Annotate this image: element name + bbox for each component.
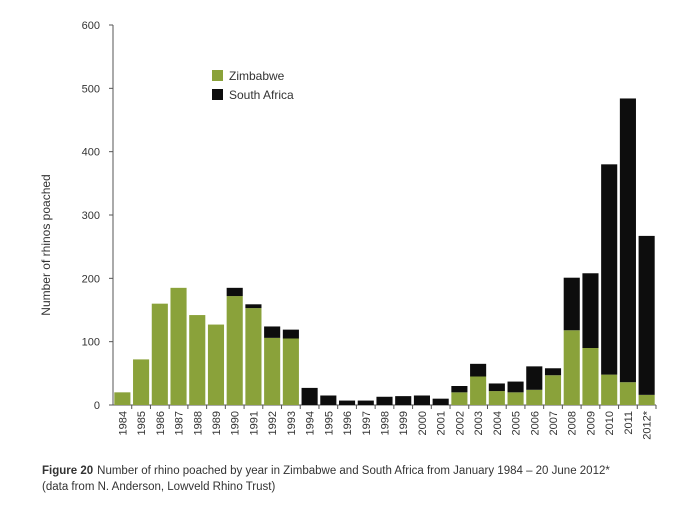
bar-south-africa-2007 bbox=[544, 368, 562, 376]
bar-zimbabwe-1990 bbox=[226, 296, 243, 405]
bar-zimbabwe-2011 bbox=[619, 382, 636, 405]
y-tick-label: 0 bbox=[94, 400, 100, 412]
y-tick-label: 200 bbox=[82, 273, 100, 285]
bar-south-africa-2003 bbox=[470, 363, 487, 377]
bar-south-africa-1992 bbox=[264, 326, 281, 338]
y-tick-label: 600 bbox=[82, 20, 100, 32]
x-tick-label: 1992 bbox=[267, 411, 279, 435]
x-tick-label: 1987 bbox=[174, 411, 186, 435]
bar-zimbabwe-1992 bbox=[264, 337, 281, 405]
bar-south-africa-2011 bbox=[619, 98, 636, 383]
bar-south-africa-2006 bbox=[526, 366, 543, 390]
bar-south-africa-2008 bbox=[563, 277, 580, 331]
x-tick-label: 2006 bbox=[529, 411, 541, 435]
y-tick-label: 500 bbox=[82, 83, 100, 95]
bar-zimbabwe-2010 bbox=[601, 374, 618, 405]
legend-label-zimbabwe: Zimbabwe bbox=[229, 69, 285, 83]
bar-south-africa-2004 bbox=[488, 383, 505, 392]
bar-zimbabwe-1984 bbox=[114, 392, 131, 405]
x-tick-label: 1984 bbox=[117, 411, 129, 435]
bar-south-africa-1997 bbox=[357, 400, 374, 405]
bar-south-africa-1990 bbox=[226, 287, 243, 297]
y-tick-label: 100 bbox=[82, 337, 100, 349]
figure-caption: Figure 20 Number of rhino poached by year… bbox=[42, 463, 667, 495]
bar-south-africa-2002 bbox=[451, 386, 468, 393]
bar-zimbabwe-1989 bbox=[207, 324, 225, 405]
bar-south-africa-1993 bbox=[282, 329, 299, 339]
bar-zimbabwe-2012* bbox=[638, 394, 655, 405]
bar-south-africa-2010 bbox=[601, 164, 618, 375]
bar-zimbabwe-2005 bbox=[507, 392, 524, 405]
x-tick-label: 1988 bbox=[192, 411, 204, 435]
bar-zimbabwe-2004 bbox=[488, 391, 505, 405]
legend-swatch-south-africa bbox=[212, 89, 223, 100]
y-axis-ticks: 0 100 200 300 400 500 600 bbox=[82, 20, 113, 412]
y-axis-label: Number of rhinos poached bbox=[39, 174, 53, 315]
x-tick-label: 2011 bbox=[623, 411, 635, 435]
x-tick-label: 2001 bbox=[436, 411, 448, 435]
x-tick-label: 2000 bbox=[417, 411, 429, 435]
bar-zimbabwe-1986 bbox=[151, 303, 168, 405]
bar-zimbabwe-2009 bbox=[582, 348, 599, 405]
bar-south-africa-2001 bbox=[432, 398, 449, 405]
x-tick-label: 2012* bbox=[642, 410, 654, 439]
bar-zimbabwe-2008 bbox=[563, 330, 580, 405]
x-axis-ticks: 1984 1985 1986 1987 1988 1989 1990 1991 1992 1993… bbox=[117, 405, 657, 440]
x-tick-label: 2003 bbox=[473, 411, 485, 435]
x-tick-label: 1995 bbox=[323, 411, 335, 435]
figure-label: Figure 20 bbox=[42, 465, 94, 477]
bar-south-africa-2012* bbox=[638, 235, 655, 395]
x-tick-label: 1991 bbox=[248, 411, 260, 435]
x-tick-label: 2007 bbox=[548, 411, 560, 435]
caption-text: Number of rhino poached by year in Zimba… bbox=[97, 465, 610, 477]
x-tick-label: 1998 bbox=[380, 411, 392, 435]
bar-zimbabwe-1993 bbox=[282, 338, 299, 405]
legend-swatch-zimbabwe bbox=[212, 70, 223, 81]
bar-south-africa-2000 bbox=[413, 395, 430, 405]
x-tick-label: 2005 bbox=[511, 411, 523, 435]
bar-zimbabwe-2007 bbox=[544, 375, 562, 405]
y-tick-label: 400 bbox=[82, 147, 100, 159]
x-tick-label: 1999 bbox=[398, 411, 410, 435]
bar-south-africa-2005 bbox=[507, 381, 524, 393]
x-tick-label: 1990 bbox=[230, 411, 242, 435]
caption-source: (data from N. Anderson, Lowveld Rhino Tr… bbox=[42, 481, 276, 493]
bar-south-africa-1996 bbox=[339, 400, 356, 405]
x-tick-label: 2009 bbox=[585, 411, 597, 435]
bar-south-africa-2009 bbox=[582, 273, 599, 348]
bar-south-africa-1995 bbox=[320, 395, 337, 405]
x-tick-label: 2002 bbox=[454, 411, 466, 435]
x-tick-label: 1985 bbox=[136, 411, 148, 435]
y-tick-label: 300 bbox=[82, 210, 100, 222]
x-tick-label: 1986 bbox=[155, 411, 167, 435]
legend-label-south-africa: South Africa bbox=[229, 88, 294, 102]
x-tick-label: 1989 bbox=[211, 411, 223, 435]
chart-bars bbox=[114, 98, 655, 405]
x-tick-label: 2008 bbox=[567, 411, 579, 435]
bar-south-africa-1999 bbox=[395, 396, 412, 405]
chart-legend: Zimbabwe South Africa bbox=[212, 69, 294, 102]
bar-zimbabwe-2003 bbox=[470, 376, 487, 405]
x-tick-label: 2004 bbox=[492, 411, 504, 435]
bar-south-africa-1998 bbox=[376, 396, 393, 405]
x-tick-label: 1996 bbox=[342, 411, 354, 435]
x-tick-label: 1994 bbox=[305, 411, 317, 435]
bar-zimbabwe-1985 bbox=[133, 359, 150, 405]
bar-zimbabwe-1988 bbox=[189, 315, 206, 405]
caption-line-1: Figure 20 Number of rhino poached by year… bbox=[42, 463, 667, 479]
x-tick-label: 2010 bbox=[604, 411, 616, 435]
x-tick-label: 1997 bbox=[361, 411, 373, 435]
x-tick-label: 1993 bbox=[286, 411, 298, 435]
stacked-bar-chart: 0 100 200 300 400 500 600 1984 1985 1986 1987 1988… bbox=[39, 20, 657, 440]
bar-zimbabwe-1987 bbox=[170, 287, 187, 405]
bar-south-africa-1991 bbox=[245, 304, 262, 309]
bar-zimbabwe-2006 bbox=[526, 389, 543, 405]
bar-zimbabwe-2002 bbox=[451, 392, 468, 405]
bar-zimbabwe-1991 bbox=[245, 308, 262, 405]
bar-south-africa-1994 bbox=[301, 387, 318, 405]
